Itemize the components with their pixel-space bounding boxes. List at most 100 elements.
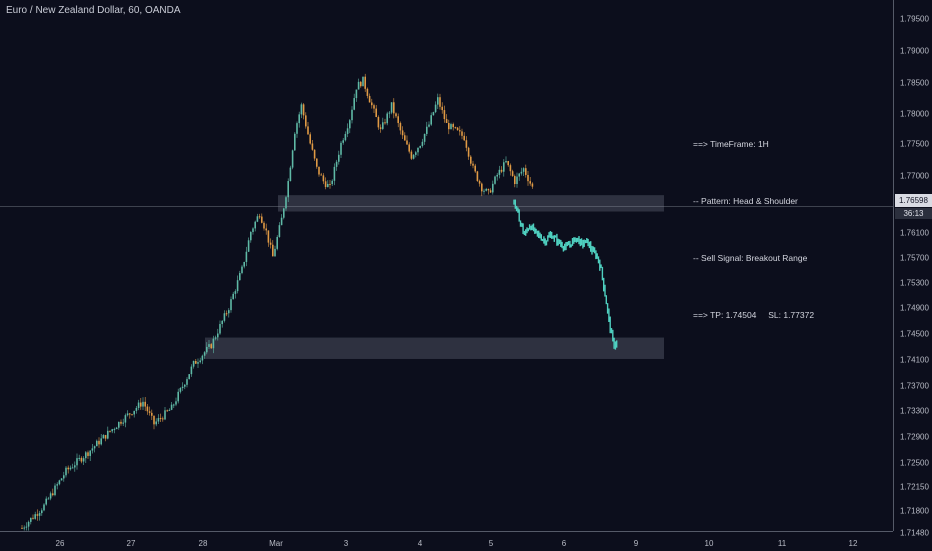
candle-body[interactable] <box>529 181 531 184</box>
candle-body[interactable] <box>522 168 525 172</box>
candle-body[interactable] <box>316 158 318 167</box>
candle-body[interactable] <box>373 105 375 109</box>
candle-body[interactable] <box>417 147 419 153</box>
candle-body[interactable] <box>120 421 122 424</box>
candle-body[interactable] <box>254 221 256 229</box>
candle-body[interactable] <box>142 401 144 407</box>
candle-body[interactable] <box>133 410 135 415</box>
candle-body[interactable] <box>36 514 39 516</box>
candle-body[interactable] <box>318 166 320 175</box>
candle-body[interactable] <box>472 163 474 166</box>
candle-body[interactable] <box>346 128 349 134</box>
candle-body[interactable] <box>360 81 362 87</box>
candle-body[interactable] <box>129 413 131 415</box>
candle-body[interactable] <box>69 467 72 470</box>
candle-body[interactable] <box>467 147 470 157</box>
candle-body[interactable] <box>514 176 516 185</box>
candle-body[interactable] <box>87 452 89 456</box>
candle-body[interactable] <box>302 104 305 116</box>
candle-body[interactable] <box>232 293 234 300</box>
candle-body[interactable] <box>170 404 173 410</box>
candle-body[interactable] <box>43 504 45 511</box>
candle-body[interactable] <box>366 88 369 96</box>
candle-body[interactable] <box>428 124 430 127</box>
candle-body[interactable] <box>406 140 408 145</box>
candle-body[interactable] <box>507 161 509 166</box>
candle-body[interactable] <box>93 446 96 449</box>
candle-body[interactable] <box>494 176 496 184</box>
candle-body[interactable] <box>63 475 65 479</box>
candle-body[interactable] <box>415 152 417 155</box>
candle-body[interactable] <box>173 404 175 406</box>
candle-body[interactable] <box>98 440 100 445</box>
candle-body[interactable] <box>320 174 322 176</box>
candle-body[interactable] <box>441 106 443 111</box>
candle-body[interactable] <box>67 467 69 470</box>
candle-body[interactable] <box>219 324 221 334</box>
candle-body[interactable] <box>118 421 120 428</box>
candle-body[interactable] <box>511 171 514 177</box>
candle-body[interactable] <box>298 114 300 124</box>
candle-body[interactable] <box>208 344 210 347</box>
candle-body[interactable] <box>498 169 501 175</box>
candle-body[interactable] <box>71 467 74 469</box>
candle-body[interactable] <box>199 360 201 363</box>
candle-body[interactable] <box>432 112 435 116</box>
candle-body[interactable] <box>131 414 133 416</box>
candle-body[interactable] <box>23 527 25 529</box>
candle-body[interactable] <box>230 299 232 311</box>
candle-body[interactable] <box>463 135 465 141</box>
candle-body[interactable] <box>210 344 212 349</box>
candle-body[interactable] <box>54 485 56 496</box>
candle-body[interactable] <box>525 168 527 175</box>
candle-body[interactable] <box>342 140 344 143</box>
candle-body[interactable] <box>115 427 118 430</box>
candle-body[interactable] <box>74 465 76 468</box>
candle-body[interactable] <box>516 176 518 185</box>
candle-body[interactable] <box>195 360 197 364</box>
candle-body[interactable] <box>333 166 336 181</box>
candle-body[interactable] <box>60 478 63 481</box>
candle-body[interactable] <box>531 183 534 187</box>
candle-body[interactable] <box>423 133 426 142</box>
candle-body[interactable] <box>217 333 219 338</box>
candle-body[interactable] <box>311 143 314 150</box>
candle-body[interactable] <box>340 142 342 155</box>
candle-body[interactable] <box>159 418 162 420</box>
candle-body[interactable] <box>329 183 331 185</box>
candle-body[interactable] <box>395 113 397 117</box>
candle-body[interactable] <box>487 188 490 191</box>
candle-body[interactable] <box>140 402 142 407</box>
candle-body[interactable] <box>357 81 360 90</box>
candle-body[interactable] <box>166 410 168 412</box>
candle-body[interactable] <box>489 190 492 193</box>
candle-body[interactable] <box>509 165 512 172</box>
candle-body[interactable] <box>481 183 483 192</box>
time-axis[interactable] <box>0 531 893 551</box>
candle-body[interactable] <box>285 197 287 209</box>
candle-body[interactable] <box>91 448 94 451</box>
neckline-zone[interactable] <box>278 195 664 212</box>
candle-body[interactable] <box>313 149 316 159</box>
candle-body[interactable] <box>192 360 195 367</box>
candle-body[interactable] <box>162 418 164 420</box>
candle-body[interactable] <box>49 493 52 499</box>
candle-body[interactable] <box>236 280 239 292</box>
candle-body[interactable] <box>384 122 386 124</box>
candle-body[interactable] <box>307 126 309 135</box>
candle-body[interactable] <box>107 430 109 439</box>
candle-body[interactable] <box>239 273 241 281</box>
candle-body[interactable] <box>410 151 413 159</box>
candle-body[interactable] <box>80 457 83 462</box>
candle-body[interactable] <box>85 452 87 459</box>
candle-body[interactable] <box>34 514 36 519</box>
candle-body[interactable] <box>461 131 463 136</box>
candle-body[interactable] <box>82 458 85 462</box>
candle-body[interactable] <box>100 438 102 445</box>
candle-body[interactable] <box>45 498 47 505</box>
candle-body[interactable] <box>151 412 153 416</box>
candle-body[interactable] <box>109 430 111 432</box>
candle-body[interactable] <box>146 406 149 412</box>
candle-body[interactable] <box>188 374 190 380</box>
candle-body[interactable] <box>261 216 263 223</box>
